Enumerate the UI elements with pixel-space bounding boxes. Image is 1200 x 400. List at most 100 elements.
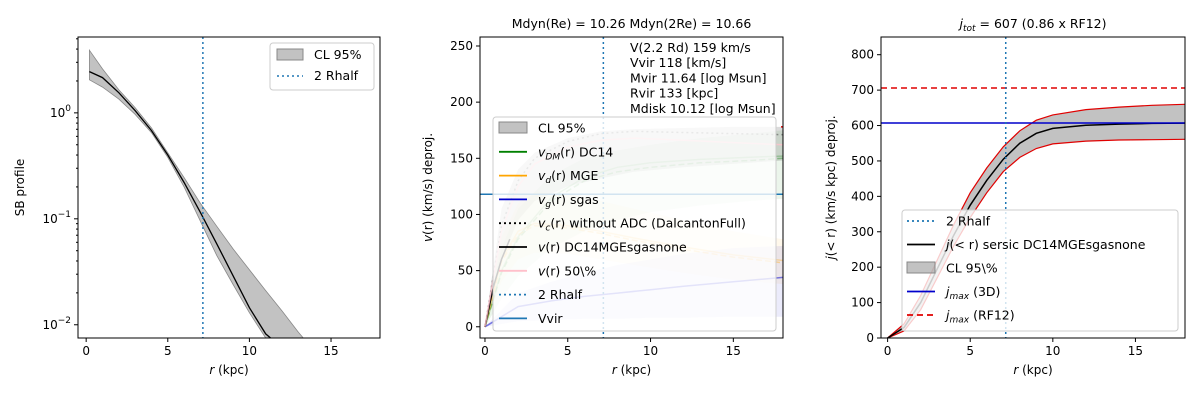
legend-label-rest: (r) DC14 <box>560 144 613 159</box>
legend-label-2: Vvir <box>538 311 563 326</box>
legend-label-rest: (< r) sersic DC14MGEsgasnone <box>949 237 1145 252</box>
legend-label-rest: (r) 50\% <box>545 263 596 278</box>
x-tick-label-1: 10 <box>242 344 257 358</box>
x-tick-label-2: 0 <box>481 344 489 358</box>
x-axis-label-sym-2: r <box>612 363 618 377</box>
legend-label-rest: (r) sgas <box>551 192 599 207</box>
legend-label-sym: v <box>538 144 546 159</box>
legend-label-rest: (r) DC14MGEsgasnone <box>545 240 687 255</box>
legend-label-3: 2 Rhalf <box>946 214 991 229</box>
y-axis-label-rest-3: (< r) (km/s kpc) deproj. <box>824 115 838 256</box>
x-tick-label-3: 5 <box>966 344 974 358</box>
title-sym: j <box>957 16 963 31</box>
x-tick-label-1: 0 <box>82 344 90 358</box>
legend-label-sub: g <box>545 200 551 210</box>
legend-label-sym: v <box>538 240 546 255</box>
y-tick-label-3: 200 <box>851 260 874 274</box>
legend-label-cl95: CL 95% <box>314 47 362 62</box>
legend-label-sub: max <box>949 292 969 302</box>
y-axis-label-2: v(r) (km/s) deproj. <box>421 133 435 242</box>
panel-angular-momentum: 0 5 10 15r (kpc)0100200300400500600700800j(… <box>824 16 1186 377</box>
x-tick-label-1: 5 <box>164 344 172 358</box>
x-tick-label-3: 15 <box>1128 344 1143 358</box>
y-tick-label-2: 0 <box>465 320 473 334</box>
axes-frame-3 <box>880 36 1186 339</box>
y-tick-label-3: 400 <box>851 189 874 203</box>
legend-label-sym: j <box>944 284 950 299</box>
y-tick-base: 10 <box>42 318 57 332</box>
legend-label-2: vDM(r) DC14 <box>538 144 613 162</box>
legend-label-sub: max <box>949 316 969 326</box>
sb-profile-line <box>89 71 272 338</box>
y-tick-exp: −1 <box>58 210 71 220</box>
legend-label-sym: v <box>538 263 546 278</box>
legend-label-3: jmax (RF12) <box>944 308 1015 326</box>
legend-label-2: vc(r) without ADC (DalcantonFull) <box>538 216 746 234</box>
x-tick-label-1: 15 <box>323 344 338 358</box>
y-axis-label-sym-2: v <box>421 234 435 242</box>
legend-label-3: j(< r) sersic DC14MGEsgasnone <box>944 237 1146 252</box>
x-tick-label-2: 15 <box>726 344 741 358</box>
y-tick-label-2: 250 <box>450 39 473 53</box>
legend-swatch-cl95 <box>276 48 304 61</box>
y-tick-exp: −2 <box>58 316 71 326</box>
legend-label-sym: v <box>538 192 546 207</box>
annotation-line: Vvir 118 [km/s] <box>630 55 726 70</box>
plot-area-1 <box>89 37 304 338</box>
y-tick-label-2: 100 <box>450 207 473 221</box>
y-axis-label-1: SB profile <box>13 159 27 217</box>
legend-label-rest: (r) without ADC (DalcantonFull) <box>550 216 746 231</box>
panel-title-3: jtot = 607 (0.86 x RF12) <box>957 16 1106 34</box>
x-axis-label-rest-3: (kpc) <box>1018 363 1052 377</box>
panel-title-2: Mdyn(Re) = 10.26 Mdyn(2Re) = 10.66 <box>512 16 752 31</box>
y-tick-label-3: 100 <box>851 296 874 310</box>
y-tick-base: 10 <box>50 106 65 120</box>
y-axis-label-sym-3: j <box>824 256 838 262</box>
x-axis-label-1: r (kpc) <box>209 363 248 377</box>
x-axis-label-rest-1: (kpc) <box>214 363 248 377</box>
y-tick-label-2: 150 <box>450 151 473 165</box>
annotation-line: V(2.2 Rd) 159 km/s <box>630 40 751 55</box>
y-tick-label-1: 10−2 <box>42 316 71 332</box>
x-axis-label-sym-3: r <box>1013 363 1019 377</box>
legend-label-2: v(r) DC14MGEsgasnone <box>538 240 687 255</box>
y-tick-base: 10 <box>42 212 57 226</box>
legend-label-rhalf: 2 Rhalf <box>314 68 359 83</box>
annotation-line: Rvir 133 [kpc] <box>630 86 718 101</box>
legend-label-sub: c <box>545 224 550 234</box>
y-tick-label-2: 200 <box>450 95 473 109</box>
legend-frame-3 <box>901 209 1179 332</box>
y-axis-label-3: j(< r) (km/s kpc) deproj. <box>824 115 838 261</box>
legend-label-sub: d <box>545 176 551 186</box>
y-tick-label-2: 50 <box>458 264 473 278</box>
title-rest: = 607 (0.86 x RF12) <box>976 16 1107 31</box>
x-axis-label-3: r (kpc) <box>1013 363 1052 377</box>
y-tick-exp: 0 <box>65 104 71 114</box>
legend-label-rest: (RF12) <box>969 308 1015 323</box>
x-tick-label-3: 0 <box>884 344 892 358</box>
y-tick-label-3: 700 <box>851 83 874 97</box>
legend-label-2: vd(r) MGE <box>538 168 598 186</box>
cl95-band <box>89 48 304 338</box>
cl95-band-3 <box>887 104 1185 338</box>
y-tick-label-3: 800 <box>851 48 874 62</box>
title-sub: tot <box>963 24 976 34</box>
y-tick-label-3: 300 <box>851 225 874 239</box>
legend-1: CL 95% 2 Rhalf <box>269 42 375 91</box>
annotation-line: Mdisk 10.12 [log Msun] <box>630 101 776 116</box>
x-tick-label-2: 10 <box>643 344 658 358</box>
y-tick-label-3: 500 <box>851 154 874 168</box>
axes-frame-2 <box>479 36 784 339</box>
y-axis-label-rest-2: (r) (km/s) deproj. <box>421 133 435 235</box>
legend-frame-2 <box>492 116 777 332</box>
x-axis-label-sym-1: r <box>209 363 215 377</box>
legend-label-sym: j <box>944 308 950 323</box>
y-tick-label-1: 10−1 <box>42 210 71 226</box>
legend-swatch-2 <box>498 121 528 134</box>
